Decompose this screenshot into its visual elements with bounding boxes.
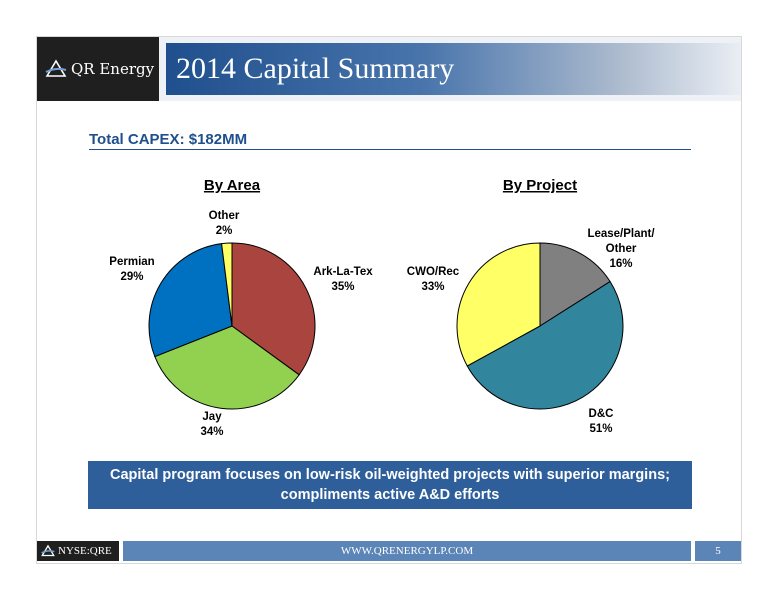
- pie-slice-d-c: [466, 280, 624, 410]
- chart-title: By Project: [503, 177, 577, 194]
- pie-chart-0: By Area Ark-La-Tex 35% Jay 34% Permian 29% Othe…: [109, 177, 373, 438]
- footer-logo: NYSE:QRE: [37, 541, 119, 561]
- logo-mark-icon: [45, 59, 67, 77]
- title-bar: 2014 Capital Summary: [166, 43, 741, 95]
- slide-footer: NYSE:QRE WWW.QRENERGYLP.COM 5: [37, 537, 741, 563]
- footer-ticker: NYSE:QRE: [58, 545, 112, 557]
- pie-slice-ark-la-tex: [231, 242, 316, 376]
- capex-underline: [89, 149, 691, 150]
- pie-slice-other: [221, 242, 233, 327]
- footer-logo-mark-icon: [41, 544, 55, 557]
- logo-text: QR Energy: [71, 60, 155, 78]
- summary-callout: Capital program focuses on low-risk oil-…: [88, 461, 692, 509]
- company-logo: QR Energy: [37, 37, 159, 101]
- page-number: 5: [695, 541, 741, 561]
- data-label: Lease/Plant/Other 16%: [587, 228, 655, 270]
- page-title: 2014 Capital Summary: [176, 52, 455, 85]
- data-label: Ark-La-Tex 35%: [313, 266, 373, 293]
- pie-slice-permian: [148, 243, 233, 358]
- footer-url[interactable]: WWW.QRENERGYLP.COM: [123, 541, 691, 561]
- data-label: Jay 34%: [200, 411, 223, 438]
- data-label: D&C 51%: [589, 408, 614, 435]
- pie-slice-cwo-rec: [456, 242, 541, 367]
- pie-charts: By Area Ark-La-Tex 35% Jay 34% Permian 29% Othe…: [109, 177, 656, 438]
- data-label: Other 2%: [209, 210, 240, 237]
- total-capex-label: Total CAPEX: $182MM: [89, 131, 248, 148]
- slide-header: QR Energy 2014 Capital Summary: [37, 37, 741, 101]
- data-label: Permian 29%: [109, 256, 154, 283]
- pie-slice-lease-plant-other: [539, 242, 611, 327]
- data-label: CWO/Rec 33%: [407, 266, 460, 293]
- slide: QR Energy 2014 Capital Summary Total CAP…: [36, 36, 742, 564]
- chart-title: By Area: [204, 177, 261, 194]
- pie-slice-jay: [154, 325, 300, 410]
- pie-chart-1: By Project Lease/Plant/Other 16% D&C 51% CWO/…: [407, 177, 656, 435]
